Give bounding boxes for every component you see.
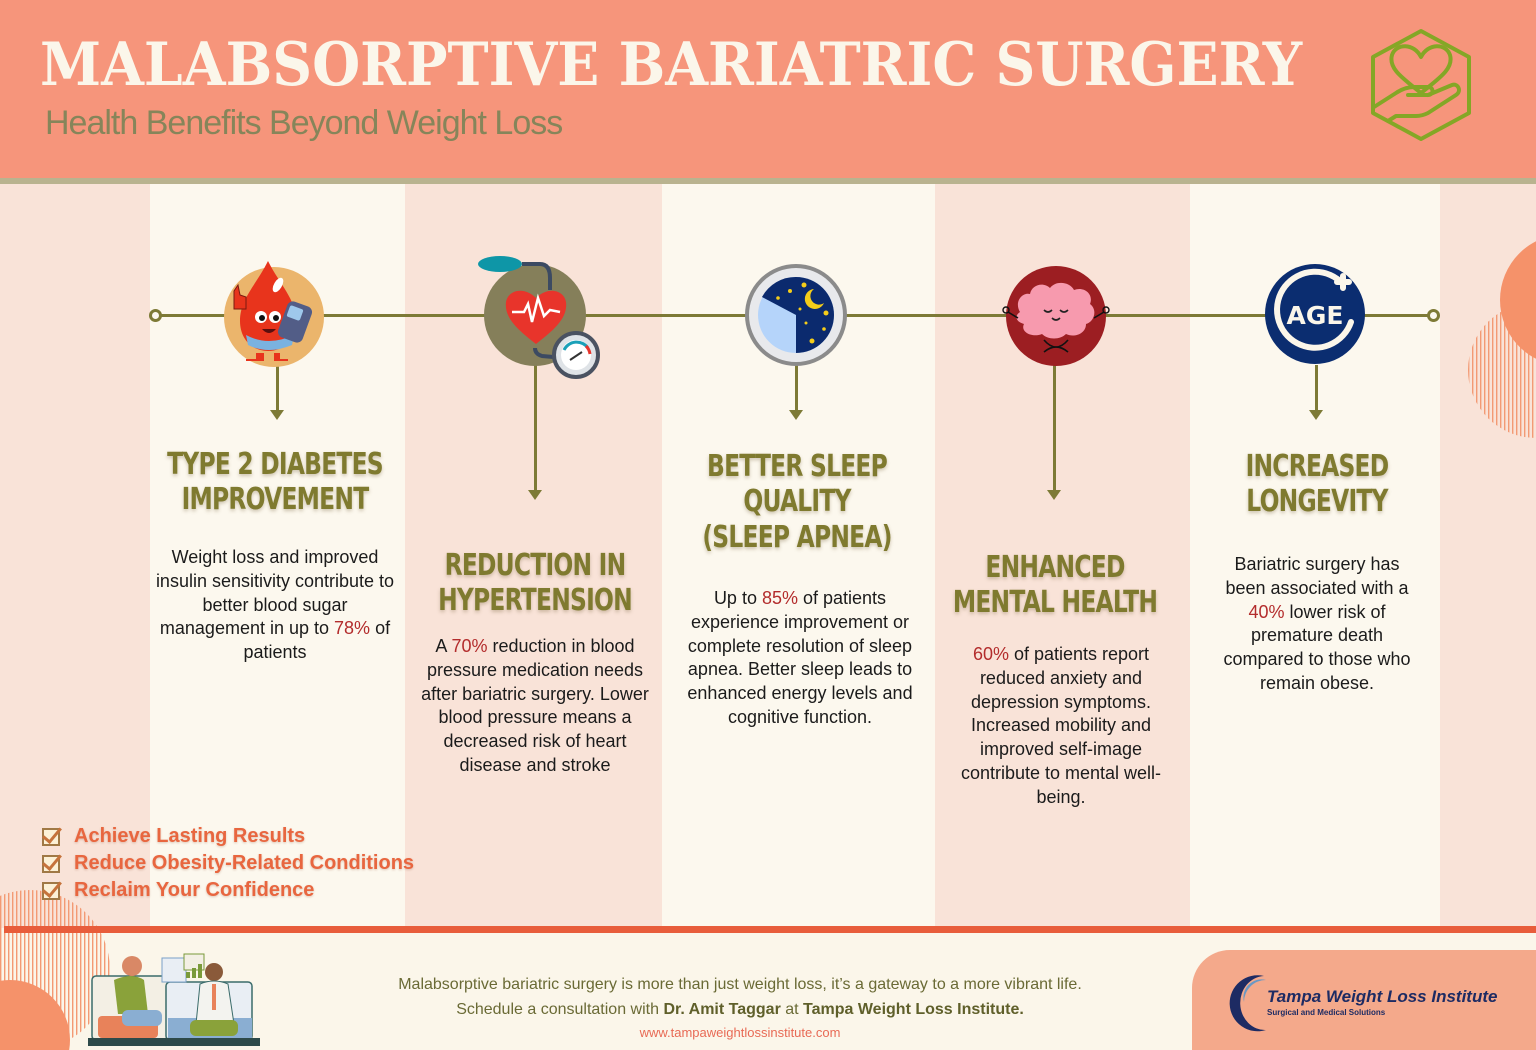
text-segment: of patients report reduced anxiety and d…	[960, 644, 1162, 807]
benefit-title-diabetes: TYPE 2 DIABETES IMPROVEMENT	[162, 447, 388, 518]
connector-line	[1315, 365, 1318, 415]
checklist-label: Reclaim Your Confidence	[74, 879, 315, 901]
title-line: TYPE 2 DIABETES	[167, 447, 384, 482]
text-segment: at	[780, 1001, 804, 1018]
crescent-logo-icon	[1229, 975, 1266, 1032]
connector-line	[795, 365, 798, 415]
page-title: MALABSORPTIVE BARIATRIC SURGERY	[40, 30, 1303, 100]
heart-in-hand-hexagon-icon	[1371, 29, 1471, 141]
arrow-down-icon	[1047, 490, 1061, 500]
institute-name: Tampa Weight Loss Institute.	[803, 1001, 1024, 1018]
checklist-item: Achieve Lasting Results	[42, 823, 414, 850]
title-line: INCREASED	[1245, 449, 1390, 484]
benefit-title-hypertension: REDUCTION IN HYPERTENSION	[422, 548, 648, 619]
benefit-title-mental-health: ENHANCED MENTAL HEALTH	[942, 550, 1168, 621]
timeline-start-node	[149, 309, 162, 322]
benefit-text-mental-health: 60% of patients report reduced anxiety a…	[950, 643, 1172, 810]
blood-drop-glucometer-icon	[224, 261, 324, 367]
stat-highlight: 40%	[1248, 601, 1285, 622]
checkmark-icon	[42, 881, 60, 900]
stat-highlight: 70%	[451, 636, 488, 656]
title-line: BETTER SLEEP	[707, 449, 888, 484]
arrow-down-icon	[1309, 410, 1323, 420]
title-line: QUALITY	[743, 484, 851, 520]
title-line: HYPERTENSION	[438, 583, 633, 619]
doctor-patient-consultation-illustration	[88, 953, 260, 1046]
title-line: ENHANCED	[985, 550, 1125, 585]
footer-divider	[4, 926, 1536, 933]
stat-highlight: 78%	[334, 618, 371, 639]
benefit-text-hypertension: A 70% reduction in blood pressure medica…	[420, 635, 650, 778]
footer-message: Malabsorptive bariatric surgery is more …	[300, 972, 1180, 1022]
website-link[interactable]: www.tampaweightlossinstitute.com	[639, 1025, 841, 1040]
connector-line	[276, 365, 279, 415]
benefit-text-diabetes: Weight loss and improved insulin sensiti…	[150, 546, 400, 665]
logo-name: Tampa Weight Loss Institute	[1267, 987, 1498, 1006]
arrow-down-icon	[270, 410, 284, 420]
text-segment: of patients experience improvement or co…	[687, 588, 913, 727]
benefit-title-longevity: INCREASED LONGEVITY	[1204, 449, 1430, 520]
connector-line	[1053, 365, 1056, 492]
background-stripe	[0, 183, 150, 928]
logo-tagline: Surgical and Medical Solutions	[1267, 1008, 1386, 1017]
page-subtitle: Health Benefits Beyond Weight Loss	[45, 104, 563, 142]
arrow-down-icon	[789, 410, 803, 420]
text-segment: Schedule a consultation with	[456, 1001, 664, 1018]
logo-panel	[1192, 950, 1536, 1050]
text-segment: A	[435, 636, 452, 656]
checklist-label: Achieve Lasting Results	[74, 825, 306, 847]
age-plus-icon: AGE	[1265, 264, 1365, 364]
text-segment: Weight loss and improved insulin sensiti…	[155, 547, 395, 639]
checklist-item: Reduce Obesity-Related Conditions	[42, 850, 414, 877]
footer-line-2: Schedule a consultation with Dr. Amit Ta…	[300, 997, 1180, 1022]
checklist-label: Reduce Obesity-Related Conditions	[74, 852, 415, 874]
title-line: IMPROVEMENT	[181, 482, 370, 518]
doctor-name: Dr. Amit Taggar	[663, 1001, 781, 1018]
benefit-text-sleep: Up to 85% of patients experience improve…	[682, 587, 918, 730]
stat-highlight: 60%	[972, 644, 1009, 664]
text-segment: Up to	[713, 588, 762, 608]
footer-line-1: Malabsorptive bariatric surgery is more …	[398, 976, 1082, 993]
benefits-checklist: Achieve Lasting Results Reduce Obesity-R…	[42, 823, 414, 904]
checklist-item: Reclaim Your Confidence	[42, 877, 414, 904]
arrow-down-icon	[528, 490, 542, 500]
heart-blood-pressure-gauge-icon	[478, 256, 600, 379]
title-line: MENTAL HEALTH	[952, 585, 1158, 621]
text-segment: of patients	[243, 618, 391, 663]
benefit-text-longevity: Bariatric surgery has been associated wi…	[1212, 553, 1422, 696]
title-line: REDUCTION IN	[444, 548, 627, 583]
meditating-brain-icon	[1002, 266, 1110, 366]
header-banner	[0, 0, 1536, 178]
checkmark-icon	[42, 854, 60, 873]
decorative-circle-stripes	[1468, 241, 1536, 438]
title-line: LONGEVITY	[1246, 484, 1388, 520]
benefit-title-sleep: BETTER SLEEP QUALITY (SLEEP APNEA)	[684, 449, 910, 555]
connector-line	[534, 365, 537, 492]
night-clock-moon-stars-icon	[745, 264, 847, 366]
title-line: (SLEEP APNEA)	[702, 519, 892, 555]
text-segment: Bariatric surgery has been associated wi…	[1225, 554, 1409, 598]
header-underline	[0, 178, 1536, 184]
text-segment: reduction in blood pressure medication n…	[421, 636, 649, 775]
timeline-end-node	[1427, 309, 1440, 322]
text-segment: lower risk of premature death compared t…	[1223, 601, 1411, 693]
age-icon-text: AGE	[1287, 301, 1344, 330]
checkmark-icon	[42, 827, 60, 846]
stat-highlight: 85%	[761, 588, 798, 608]
